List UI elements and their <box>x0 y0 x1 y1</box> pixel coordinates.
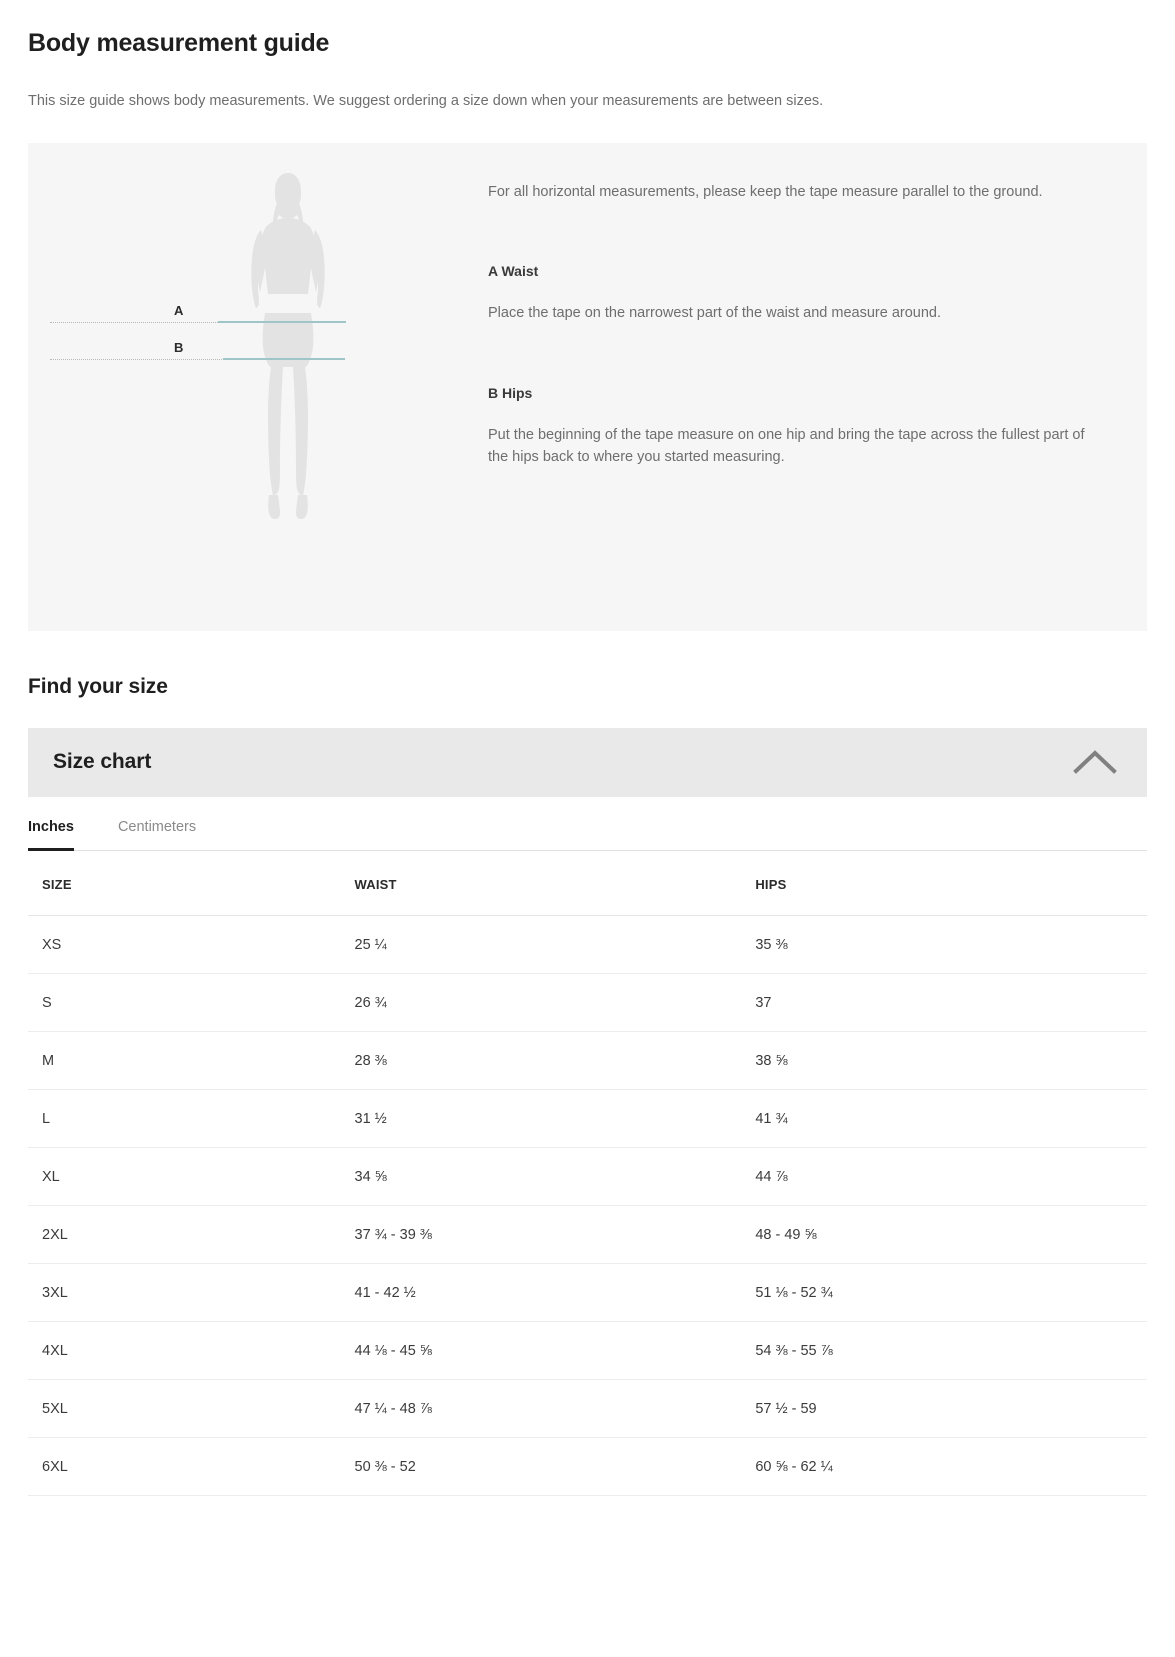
cell-waist: 31 ½ <box>352 1089 756 1148</box>
size-chart-accordion-title: Size chart <box>53 750 152 774</box>
table-row: 2XL 37 ¾ - 39 ⅜ 48 - 49 ⅝ <box>28 1205 1147 1264</box>
cell-waist: 41 - 42 ½ <box>352 1263 756 1322</box>
cell-waist: 47 ¼ - 48 ⅞ <box>352 1379 756 1438</box>
cell-hips: 57 ½ - 59 <box>755 1379 1147 1438</box>
cell-waist: 28 ⅜ <box>352 1031 756 1090</box>
column-header-waist: WAIST <box>352 850 756 916</box>
measurement-band-hips <box>223 357 345 360</box>
cell-waist: 25 ¼ <box>352 915 756 974</box>
table-row: 4XL 44 ⅛ - 45 ⅝ 54 ⅜ - 55 ⅞ <box>28 1321 1147 1380</box>
find-your-size-title: Find your size <box>28 674 168 698</box>
cell-size: 5XL <box>28 1379 353 1438</box>
female-body-silhouette-icon <box>251 172 325 519</box>
cell-hips: 48 - 49 ⅝ <box>755 1205 1147 1264</box>
leader-line-hips <box>50 358 226 360</box>
column-header-hips: HIPS <box>755 850 1147 916</box>
measurement-guide-panel: A B For all horizontal measurements, ple… <box>28 142 1147 631</box>
cell-hips: 51 ⅛ - 52 ¾ <box>755 1263 1147 1322</box>
cell-size: 3XL <box>28 1263 353 1322</box>
table-row: M 28 ⅜ 38 ⅝ <box>28 1031 1147 1090</box>
table-row: S 26 ¾ 37 <box>28 973 1147 1032</box>
column-header-size: SIZE <box>28 850 353 916</box>
table-header-row: SIZE WAIST HIPS <box>28 850 1147 916</box>
cell-waist: 50 ⅜ - 52 <box>352 1437 756 1496</box>
size-chart-accordion-header[interactable]: Size chart <box>28 727 1147 797</box>
page-title: Body measurement guide <box>28 29 330 57</box>
measurement-descriptions: For all horizontal measurements, please … <box>488 143 1147 509</box>
tab-centimeters[interactable]: Centimeters <box>118 797 196 851</box>
cell-hips: 54 ⅜ - 55 ⅞ <box>755 1321 1147 1380</box>
tab-inches[interactable]: Inches <box>28 797 74 851</box>
figure-label-a: A <box>174 302 184 318</box>
body-figure-illustration: A B <box>28 143 488 631</box>
cell-size: S <box>28 973 353 1032</box>
table-row: XL 34 ⅝ 44 ⅞ <box>28 1147 1147 1206</box>
figure-label-b: B <box>174 339 184 355</box>
cell-waist: 34 ⅝ <box>352 1147 756 1206</box>
table-row: XS 25 ¼ 35 ⅜ <box>28 915 1147 974</box>
measurement-band-waist <box>218 320 346 323</box>
cell-size: XS <box>28 915 353 974</box>
tape-measure-note: For all horizontal measurements, please … <box>488 183 1043 200</box>
cell-size: XL <box>28 1147 353 1206</box>
cell-hips: 38 ⅝ <box>755 1031 1147 1090</box>
cell-waist: 44 ⅛ - 45 ⅝ <box>352 1321 756 1380</box>
cell-waist: 37 ¾ - 39 ⅜ <box>352 1205 756 1264</box>
leader-line-waist <box>50 321 222 323</box>
table-row: 3XL 41 - 42 ½ 51 ⅛ - 52 ¾ <box>28 1263 1147 1322</box>
cell-hips: 35 ⅜ <box>755 915 1147 974</box>
cell-waist: 26 ¾ <box>352 973 756 1032</box>
measurement-heading-hips: B Hips <box>488 384 533 401</box>
table-row: 5XL 47 ¼ - 48 ⅞ 57 ½ - 59 <box>28 1379 1147 1438</box>
cell-hips: 60 ⅝ - 62 ¼ <box>755 1437 1147 1496</box>
page-intro-text: This size guide shows body measurements.… <box>28 93 824 109</box>
size-guide-page: Body measurement guide This size guide s… <box>0 28 1175 1496</box>
table-row: 6XL 50 ⅜ - 52 60 ⅝ - 62 ¼ <box>28 1437 1147 1496</box>
size-chart-body: XS 25 ¼ 35 ⅜ S 26 ¾ 37 M 28 ⅜ 38 ⅝ L 31 … <box>28 915 1147 1496</box>
cell-size: L <box>28 1089 353 1148</box>
chevron-up-icon[interactable] <box>1067 743 1123 781</box>
cell-size: M <box>28 1031 353 1090</box>
cell-hips: 37 <box>755 973 1147 1032</box>
units-tab-list: Inches Centimeters <box>28 797 1147 851</box>
table-row: L 31 ½ 41 ¾ <box>28 1089 1147 1148</box>
body-figure-column: A B <box>28 143 488 631</box>
measurement-body-waist: Place the tape on the narrowest part of … <box>488 305 941 322</box>
cell-size: 6XL <box>28 1437 353 1496</box>
cell-size: 2XL <box>28 1205 353 1264</box>
size-chart-table: SIZE WAIST HIPS XS 25 ¼ 35 ⅜ S 26 ¾ 37 M… <box>28 850 1147 1496</box>
cell-hips: 41 ¾ <box>755 1089 1147 1148</box>
measurement-body-hips: Put the beginning of the tape measure on… <box>488 426 1085 466</box>
cell-size: 4XL <box>28 1321 353 1380</box>
cell-hips: 44 ⅞ <box>755 1147 1147 1206</box>
measurement-heading-waist: A Waist <box>488 263 539 280</box>
